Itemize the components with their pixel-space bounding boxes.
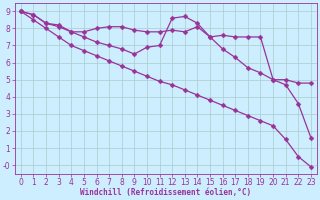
X-axis label: Windchill (Refroidissement éolien,°C): Windchill (Refroidissement éolien,°C) [80,188,252,197]
